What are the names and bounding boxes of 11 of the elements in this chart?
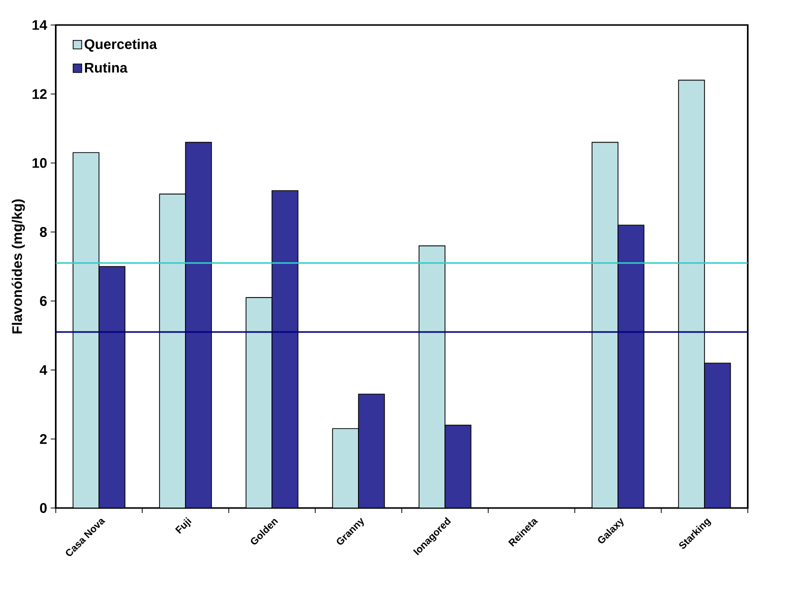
y-tick-label: 0 xyxy=(40,503,47,513)
legend-label: Quercetina xyxy=(84,38,158,52)
y-tick-label: 14 xyxy=(32,20,48,30)
y-tick-label: 6 xyxy=(40,296,47,306)
y-tick-label: 4 xyxy=(40,365,48,375)
y-axis-title: Flavonóides (mg/kg) xyxy=(12,199,25,334)
y-tick-label: 8 xyxy=(40,227,47,237)
y-tick-label: 10 xyxy=(32,158,47,168)
legend-label: Rutina xyxy=(85,62,128,73)
y-tick-label: 12 xyxy=(32,89,47,99)
y-tick-label: 2 xyxy=(40,434,47,444)
